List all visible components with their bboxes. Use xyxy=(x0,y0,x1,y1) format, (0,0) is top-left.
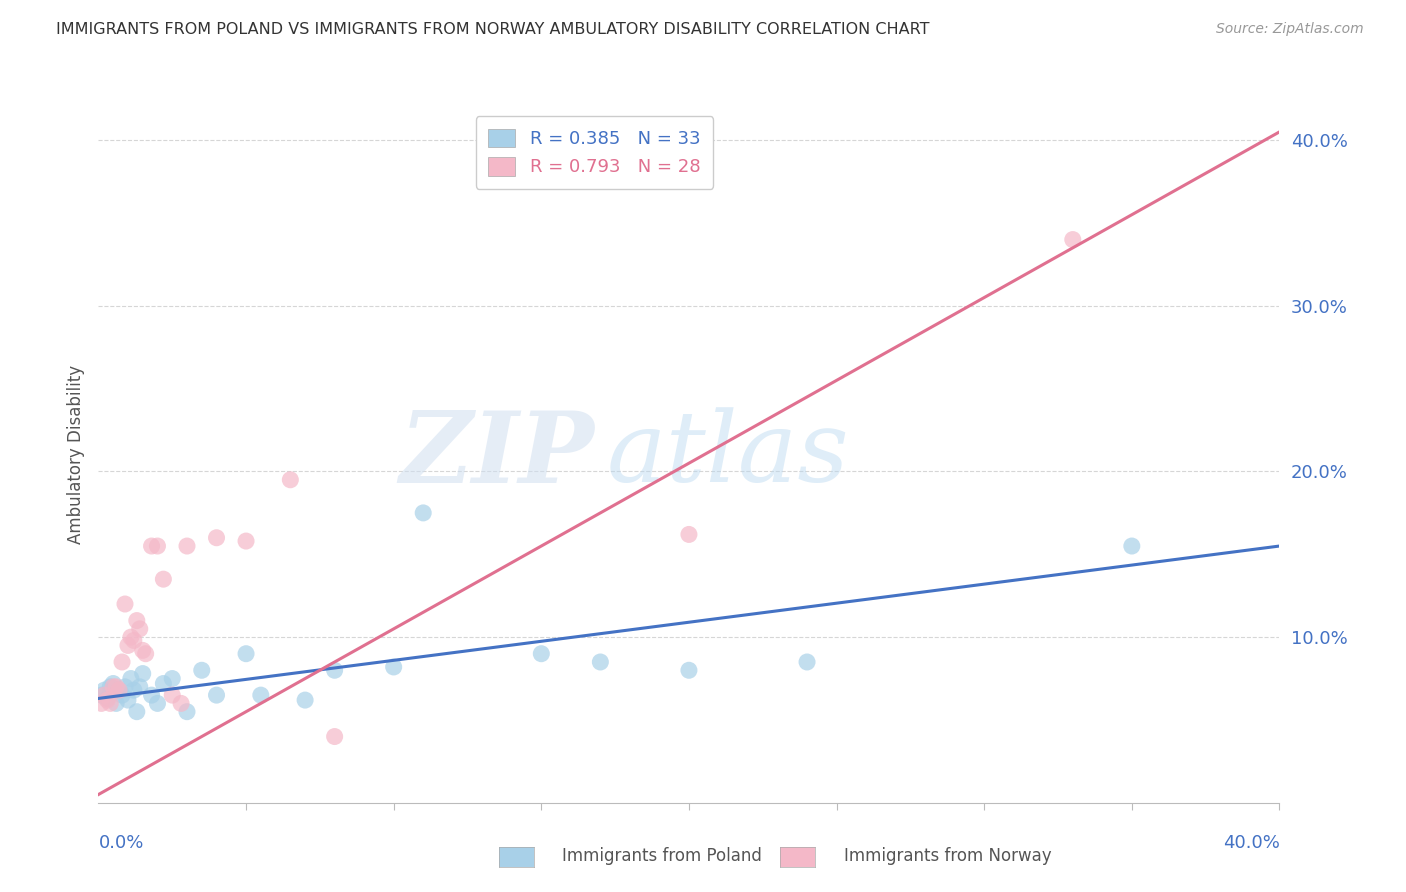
Point xyxy=(235,647,257,661)
Point xyxy=(250,688,273,702)
Text: 40.0%: 40.0% xyxy=(1223,834,1279,852)
Point xyxy=(146,697,169,711)
Y-axis label: Ambulatory Disability: Ambulatory Disability xyxy=(66,366,84,544)
Point xyxy=(90,688,112,702)
Point xyxy=(98,697,121,711)
Point xyxy=(96,693,118,707)
Point xyxy=(120,630,142,644)
Point xyxy=(103,676,125,690)
Point xyxy=(117,639,139,653)
Point xyxy=(111,688,134,702)
Point xyxy=(1062,233,1084,247)
Point xyxy=(105,680,128,694)
Point xyxy=(111,655,134,669)
Point xyxy=(105,697,128,711)
Point xyxy=(114,597,136,611)
Point xyxy=(141,539,163,553)
Text: atlas: atlas xyxy=(606,408,849,502)
Point xyxy=(128,622,150,636)
Point xyxy=(1121,539,1143,553)
Point xyxy=(235,534,257,549)
Point xyxy=(128,680,150,694)
Point xyxy=(117,693,139,707)
Point xyxy=(132,643,155,657)
Point xyxy=(103,680,125,694)
Text: IMMIGRANTS FROM POLAND VS IMMIGRANTS FROM NORWAY AMBULATORY DISABILITY CORRELATI: IMMIGRANTS FROM POLAND VS IMMIGRANTS FRO… xyxy=(56,22,929,37)
Point xyxy=(108,683,131,698)
Point xyxy=(678,527,700,541)
Point xyxy=(120,672,142,686)
Point xyxy=(93,688,115,702)
Point xyxy=(323,730,346,744)
Point xyxy=(589,655,612,669)
Point xyxy=(530,647,553,661)
Point xyxy=(678,663,700,677)
Point xyxy=(382,660,405,674)
Point xyxy=(141,688,163,702)
Point xyxy=(162,688,183,702)
Point xyxy=(135,647,157,661)
Point xyxy=(796,655,818,669)
Legend: R = 0.385   N = 33, R = 0.793   N = 28: R = 0.385 N = 33, R = 0.793 N = 28 xyxy=(475,116,713,189)
Text: ZIP: ZIP xyxy=(399,407,595,503)
Point xyxy=(93,683,115,698)
Point xyxy=(96,691,118,706)
Point xyxy=(170,697,193,711)
Point xyxy=(152,676,174,690)
Text: Immigrants from Norway: Immigrants from Norway xyxy=(844,847,1052,865)
Text: Immigrants from Poland: Immigrants from Poland xyxy=(562,847,762,865)
Point xyxy=(114,680,136,694)
Point xyxy=(278,473,302,487)
Point xyxy=(412,506,434,520)
Point xyxy=(90,697,112,711)
Point xyxy=(191,663,214,677)
Point xyxy=(205,688,228,702)
Point xyxy=(205,531,228,545)
Point xyxy=(125,614,148,628)
Point xyxy=(125,705,148,719)
Point xyxy=(294,693,316,707)
Point xyxy=(122,633,145,648)
Point xyxy=(176,539,198,553)
Point xyxy=(162,672,183,686)
Point xyxy=(146,539,169,553)
Point xyxy=(176,705,198,719)
Point xyxy=(98,680,121,694)
Point xyxy=(152,572,174,586)
Point xyxy=(323,663,346,677)
Point xyxy=(122,683,145,698)
Point xyxy=(132,666,155,681)
Text: Source: ZipAtlas.com: Source: ZipAtlas.com xyxy=(1216,22,1364,37)
Point xyxy=(108,683,131,698)
Text: 0.0%: 0.0% xyxy=(98,834,143,852)
